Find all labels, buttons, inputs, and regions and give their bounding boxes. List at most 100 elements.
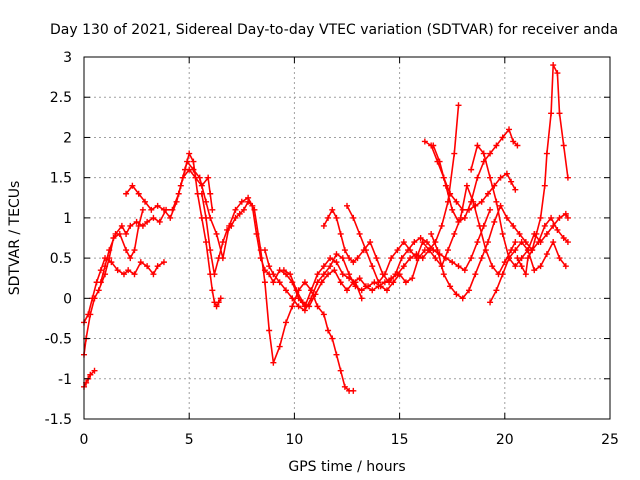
data-point	[156, 218, 163, 225]
data-point	[421, 138, 428, 145]
data-point	[320, 263, 327, 270]
data-point	[160, 206, 167, 213]
data-point	[350, 259, 357, 266]
data-point	[131, 271, 138, 278]
data-point	[154, 202, 161, 209]
data-point	[190, 166, 197, 173]
y-axis-label: SDTVAR / TECUs	[7, 181, 23, 296]
data-point	[503, 214, 510, 221]
data-point	[333, 251, 340, 258]
data-point	[333, 259, 340, 266]
data-point	[329, 335, 336, 342]
data-point	[474, 174, 481, 181]
data-point	[167, 214, 174, 221]
data-point	[350, 387, 357, 394]
data-point	[207, 247, 214, 254]
data-point	[562, 263, 569, 270]
data-point	[329, 206, 336, 213]
data-point	[362, 283, 369, 290]
data-point	[144, 218, 151, 225]
data-point	[381, 271, 388, 278]
data-point	[154, 263, 161, 270]
data-point	[341, 383, 348, 390]
data-point	[373, 255, 380, 262]
data-point	[276, 343, 283, 350]
series-s5	[123, 166, 216, 221]
data-point	[173, 198, 180, 205]
data-point	[369, 287, 376, 294]
series-s12	[421, 138, 519, 213]
data-point	[245, 198, 252, 205]
data-point	[499, 271, 506, 278]
data-point	[346, 255, 353, 262]
data-point	[127, 255, 134, 262]
data-point	[554, 70, 561, 77]
series-line	[83, 209, 144, 355]
data-point	[301, 307, 308, 314]
data-point	[400, 239, 407, 246]
data-point	[533, 230, 540, 237]
data-point	[514, 255, 521, 262]
data-point	[503, 170, 510, 177]
data-point	[487, 206, 494, 213]
data-point	[87, 371, 94, 378]
data-point	[308, 287, 315, 294]
data-point	[455, 263, 462, 270]
y-tick-label: 0	[63, 291, 72, 307]
data-point	[447, 283, 454, 290]
data-point	[493, 198, 500, 205]
x-tick-label: 20	[496, 432, 514, 448]
data-point	[398, 255, 405, 262]
data-point	[137, 259, 144, 266]
data-point	[224, 226, 231, 233]
data-point	[548, 110, 555, 117]
data-point	[240, 206, 247, 213]
data-point	[386, 279, 393, 286]
data-point	[228, 222, 235, 229]
data-point	[215, 255, 222, 262]
data-point	[436, 158, 443, 165]
data-point	[449, 206, 456, 213]
data-point	[203, 214, 210, 221]
data-point	[350, 214, 357, 221]
data-point	[205, 174, 212, 181]
data-point	[537, 263, 544, 270]
data-point	[97, 279, 104, 286]
data-point	[394, 247, 401, 254]
data-point	[451, 230, 458, 237]
data-point	[120, 271, 127, 278]
data-point	[508, 178, 515, 185]
data-point	[506, 255, 513, 262]
data-point	[518, 263, 525, 270]
series-s11	[344, 182, 519, 286]
data-point	[312, 291, 319, 298]
data-point	[474, 142, 481, 149]
data-point	[417, 235, 424, 241]
gridlines	[84, 57, 610, 419]
x-axis-label: GPS time / hours	[288, 459, 405, 475]
data-point	[282, 287, 289, 294]
data-point	[531, 267, 538, 274]
series-line	[125, 168, 214, 220]
data-point	[453, 198, 460, 205]
data-point	[125, 267, 132, 274]
plot-frame	[83, 56, 611, 420]
series-line	[516, 61, 569, 277]
data-point	[518, 239, 525, 246]
data-point	[407, 247, 414, 254]
data-point	[487, 150, 494, 157]
data-point	[215, 299, 222, 306]
data-point	[333, 214, 340, 221]
data-point	[537, 239, 544, 246]
data-point	[491, 218, 498, 225]
data-point	[232, 206, 239, 213]
data-point	[270, 279, 277, 286]
data-point	[489, 263, 496, 270]
data-point	[270, 359, 277, 366]
data-point	[299, 299, 306, 306]
data-point	[232, 214, 239, 221]
data-point	[196, 174, 203, 181]
data-point	[409, 275, 416, 282]
data-point	[522, 271, 529, 278]
